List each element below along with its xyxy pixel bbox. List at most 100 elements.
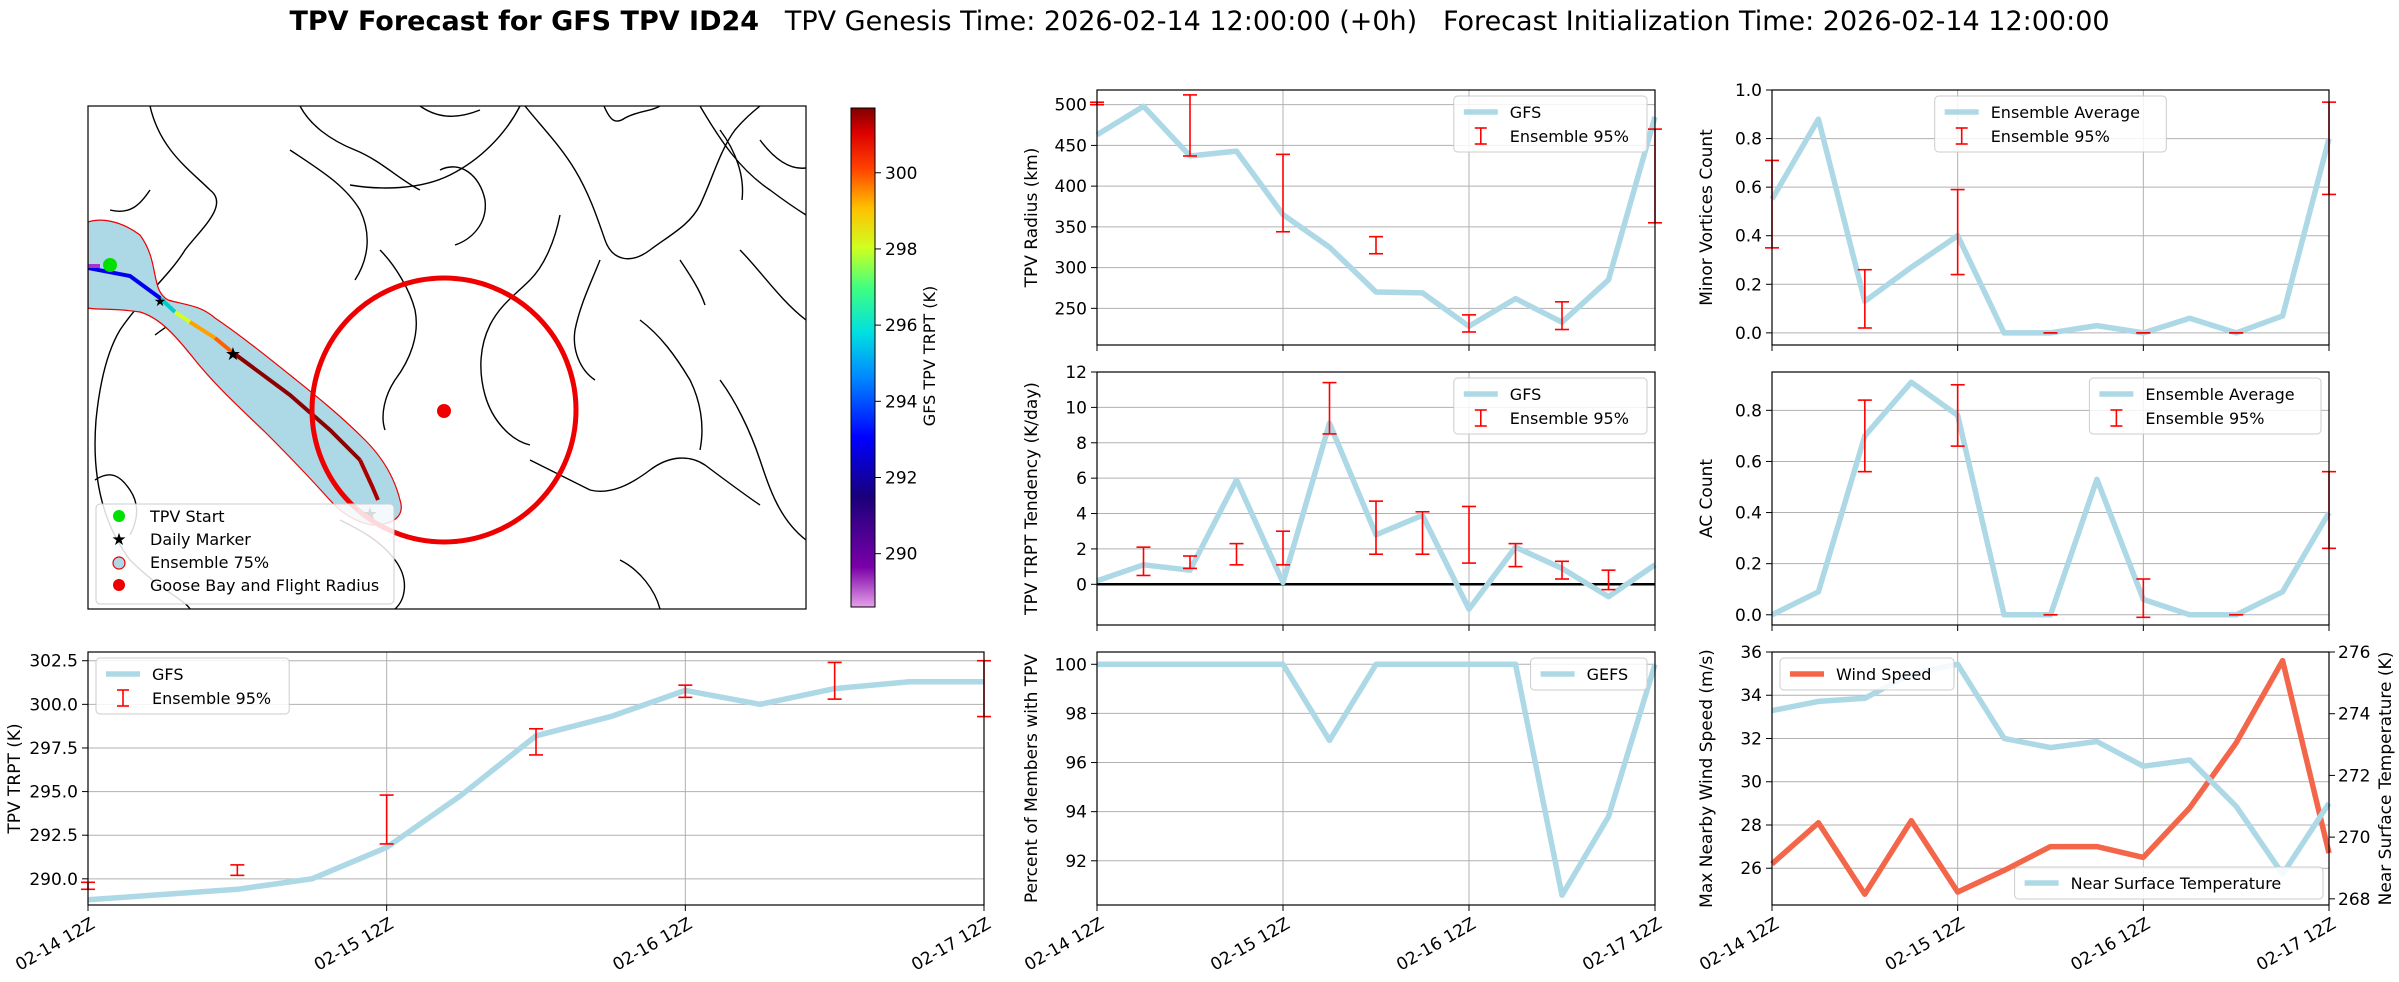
y-axis-label: TPV TRPT Tendency (K/day) [1022, 382, 1042, 616]
y-tick-label: 0.8 [1735, 130, 1762, 150]
error-bar [1950, 383, 1965, 447]
error-bar [1857, 399, 1872, 473]
error-bar [1276, 153, 1290, 233]
y-tick-label: 290.0 [29, 870, 78, 890]
y-tick-label: 26 [1740, 859, 1762, 879]
coastlines [94, 106, 806, 609]
figure-title-main: TPV Forecast for GFS TPV ID24 [289, 6, 760, 37]
map-panel: ★ ★ ★ TPV Start ★ Daily Marker Ensemble … [87, 105, 939, 610]
figure-title: TPV Forecast for GFS TPV ID24 TPV Genesi… [0, 6, 2399, 37]
legend-label: Ensemble 95% [152, 689, 271, 708]
chart-legend: GFS Ensemble 95% [1453, 95, 1648, 153]
plot-frame [1096, 371, 1656, 626]
error-bar [827, 661, 842, 700]
plot-background [1097, 652, 1655, 905]
plot-frame [1096, 651, 1656, 906]
error-bar [1555, 301, 1569, 331]
y-tick-label: 295.0 [29, 783, 78, 803]
series-line-gefs [1097, 661, 1658, 898]
chart-legend: GEFS [1530, 657, 1648, 691]
y-axis-label: Max Nearby Wind Speed (m/s) [1697, 649, 1717, 908]
y-tick-label: 302.5 [29, 652, 78, 672]
legend-ensemble-label: Ensemble 75% [150, 553, 269, 572]
y2-tick-label: 274 [2338, 705, 2370, 725]
legend-goose-label: Goose Bay and Flight Radius [150, 576, 379, 595]
plot-background [1772, 652, 2329, 905]
colorbar-tick-label: 300 [885, 164, 917, 184]
chart-legend: Ensemble Average Ensemble 95% [2088, 377, 2322, 435]
members-chart: 92 94 96 98 100 02-14 12Z 02-15 12Z 02-16 12Z 02… [1021, 651, 1666, 975]
error-bar [2136, 578, 2151, 619]
error-bar [1369, 500, 1383, 556]
y-tick-label: 0 [1076, 575, 1087, 595]
x-tick-label: 02-14 12Z [12, 914, 98, 975]
colorbar-tick-label: 290 [885, 545, 917, 565]
y-tick-label: 0.0 [1735, 606, 1762, 626]
legend-daily-label: Daily Marker [150, 530, 251, 549]
plot-frame [1771, 651, 2330, 906]
legend-label: Ensemble 95% [2145, 409, 2264, 428]
y2-tick-label: 276 [2338, 643, 2370, 663]
y2-axis-label: Near Surface Temperature (K) [2376, 652, 2396, 906]
x-tick-label: 02-17 12Z [1579, 914, 1665, 975]
y-tick-label: 0.2 [1735, 555, 1762, 575]
goose-bay-marker [437, 404, 451, 418]
error-bar [1462, 314, 1476, 333]
error-bar [1462, 505, 1476, 564]
legend-label: GEFS [1587, 665, 1629, 684]
colorbar-ticks: 290 292 294 296 298 300 [875, 164, 917, 565]
colorbar-label: GFS TPV TRPT (K) [920, 286, 939, 426]
legend-box [95, 657, 290, 715]
error-bar [1857, 268, 1872, 329]
legend-label: Ensemble Average [2145, 385, 2294, 404]
wind-temperature-chart: 26 28 30 32 34 36 02-14 12Z 02-15 12Z 02-16 12Z 0… [1696, 643, 2396, 975]
y-tick-label: 98 [1065, 704, 1087, 724]
y2-tick-label: 268 [2338, 890, 2370, 910]
y-tick-label: 250 [1055, 299, 1087, 319]
legend-box [1530, 657, 1648, 691]
flight-radius-circle [309, 275, 579, 545]
daily-marker: ★ [225, 344, 241, 365]
colorbar-tick-label: 298 [885, 240, 917, 260]
error-bar [1136, 546, 1151, 577]
error-bar [1415, 510, 1430, 556]
y-axis-label: AC Count [1697, 459, 1717, 538]
y-tick-label: 28 [1740, 816, 1762, 836]
legend-ensemble-swatch [112, 556, 126, 570]
x-tick-label: 02-15 12Z [1882, 914, 1968, 975]
y-tick-label: 0.0 [1735, 324, 1762, 344]
y-tick-label: 4 [1076, 505, 1087, 525]
legend-label: Ensemble Average [1991, 103, 2140, 122]
y-tick-label: 10 [1065, 398, 1087, 418]
x-tick-label: 02-15 12Z [1207, 914, 1293, 975]
chart-legend: Ensemble Average Ensemble 95% [1934, 95, 2167, 153]
legend-label: Near Surface Temperature [2071, 874, 2282, 893]
init-time: Forecast Initialization Time: 2026-02-14… [1442, 6, 2110, 37]
y-tick-label: 92 [1065, 852, 1087, 872]
y-tick-label: 8 [1076, 434, 1087, 454]
y-tick-label: 0.2 [1735, 275, 1762, 295]
legend-box [1779, 657, 1955, 691]
error-bar [1950, 188, 1965, 276]
y-tick-label: 12 [1065, 363, 1087, 383]
y-tick-label: 0.6 [1735, 178, 1762, 198]
legend-goose-swatch [113, 579, 125, 591]
y-tick-label: 300.0 [29, 695, 78, 715]
map-area: ★ ★ ★ TPV Start ★ Daily Marker Ensemble … [88, 106, 806, 609]
tpv-start-marker [103, 258, 117, 272]
error-bar [1276, 530, 1290, 566]
colorbar-tick-label: 296 [885, 316, 917, 336]
radius-chart: 250 300 350 400 450 500 TPV Radius (km) GFS Ense… [1022, 89, 1662, 351]
colorbar-tick-label: 294 [885, 392, 917, 412]
y-tick-label: 32 [1740, 729, 1762, 749]
y-tick-label: 450 [1055, 136, 1087, 156]
daily-marker: ★ [154, 294, 167, 310]
legend-label: Ensemble 95% [1510, 127, 1629, 146]
y-axis-label: TPV Radius (km) [1022, 148, 1042, 289]
y-tick-label: 297.5 [29, 739, 78, 759]
y-tick-label: 0.4 [1735, 504, 1762, 524]
y-tick-label: 1.0 [1735, 81, 1762, 101]
error-bar [1183, 94, 1197, 157]
x-tick-label: 02-16 12Z [610, 914, 696, 975]
